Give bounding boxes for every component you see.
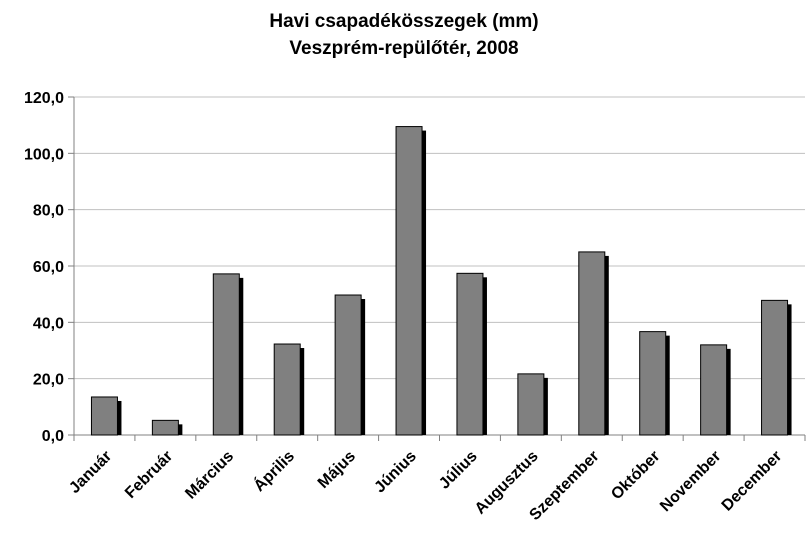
bar-március: [212, 273, 240, 436]
x-category-label: Április: [249, 446, 298, 495]
bar-május: [334, 294, 362, 436]
x-category-label: December: [719, 448, 786, 515]
chart-subtitle: Veszprém-repülőtér, 2008: [289, 38, 518, 59]
bar-szeptember: [578, 251, 606, 436]
x-category-label: Május: [315, 448, 359, 492]
bar-november: [700, 344, 728, 436]
x-category-label: Március: [182, 448, 237, 503]
bar-január: [90, 396, 118, 436]
y-tick-labels: 0,0 20,0 40,0 60,0 80,0 100,0 120,0: [24, 90, 64, 445]
x-category-labels: Január Február Március Április Május Június Jú…: [66, 446, 785, 524]
chart-title: Havi csapadékösszegek (mm): [269, 11, 538, 32]
y-tick-label: 60,0: [33, 259, 64, 276]
y-tick-label: 40,0: [33, 315, 64, 332]
y-tick-label: 20,0: [33, 372, 64, 389]
x-category-label: Október: [608, 448, 663, 503]
bars: [90, 126, 792, 436]
gridlines: [74, 96, 805, 380]
bar-október: [639, 331, 667, 436]
x-category-label: Február: [122, 448, 176, 502]
axes: [68, 96, 806, 441]
y-tick-label: 120,0: [24, 90, 64, 107]
bar-április: [273, 343, 301, 436]
x-category-label: Június: [371, 448, 420, 497]
x-category-label: Július: [436, 448, 481, 493]
y-tick-label: 100,0: [24, 146, 64, 163]
bar-július: [456, 272, 484, 436]
bar-december: [761, 299, 789, 436]
x-category-label: Január: [66, 448, 115, 497]
bar-június: [395, 126, 423, 436]
bar-augusztus: [517, 373, 545, 436]
y-tick-label: 80,0: [33, 203, 64, 220]
y-tick-label: 0,0: [42, 428, 64, 445]
x-category-label: November: [657, 448, 724, 515]
bar-február: [151, 419, 179, 436]
